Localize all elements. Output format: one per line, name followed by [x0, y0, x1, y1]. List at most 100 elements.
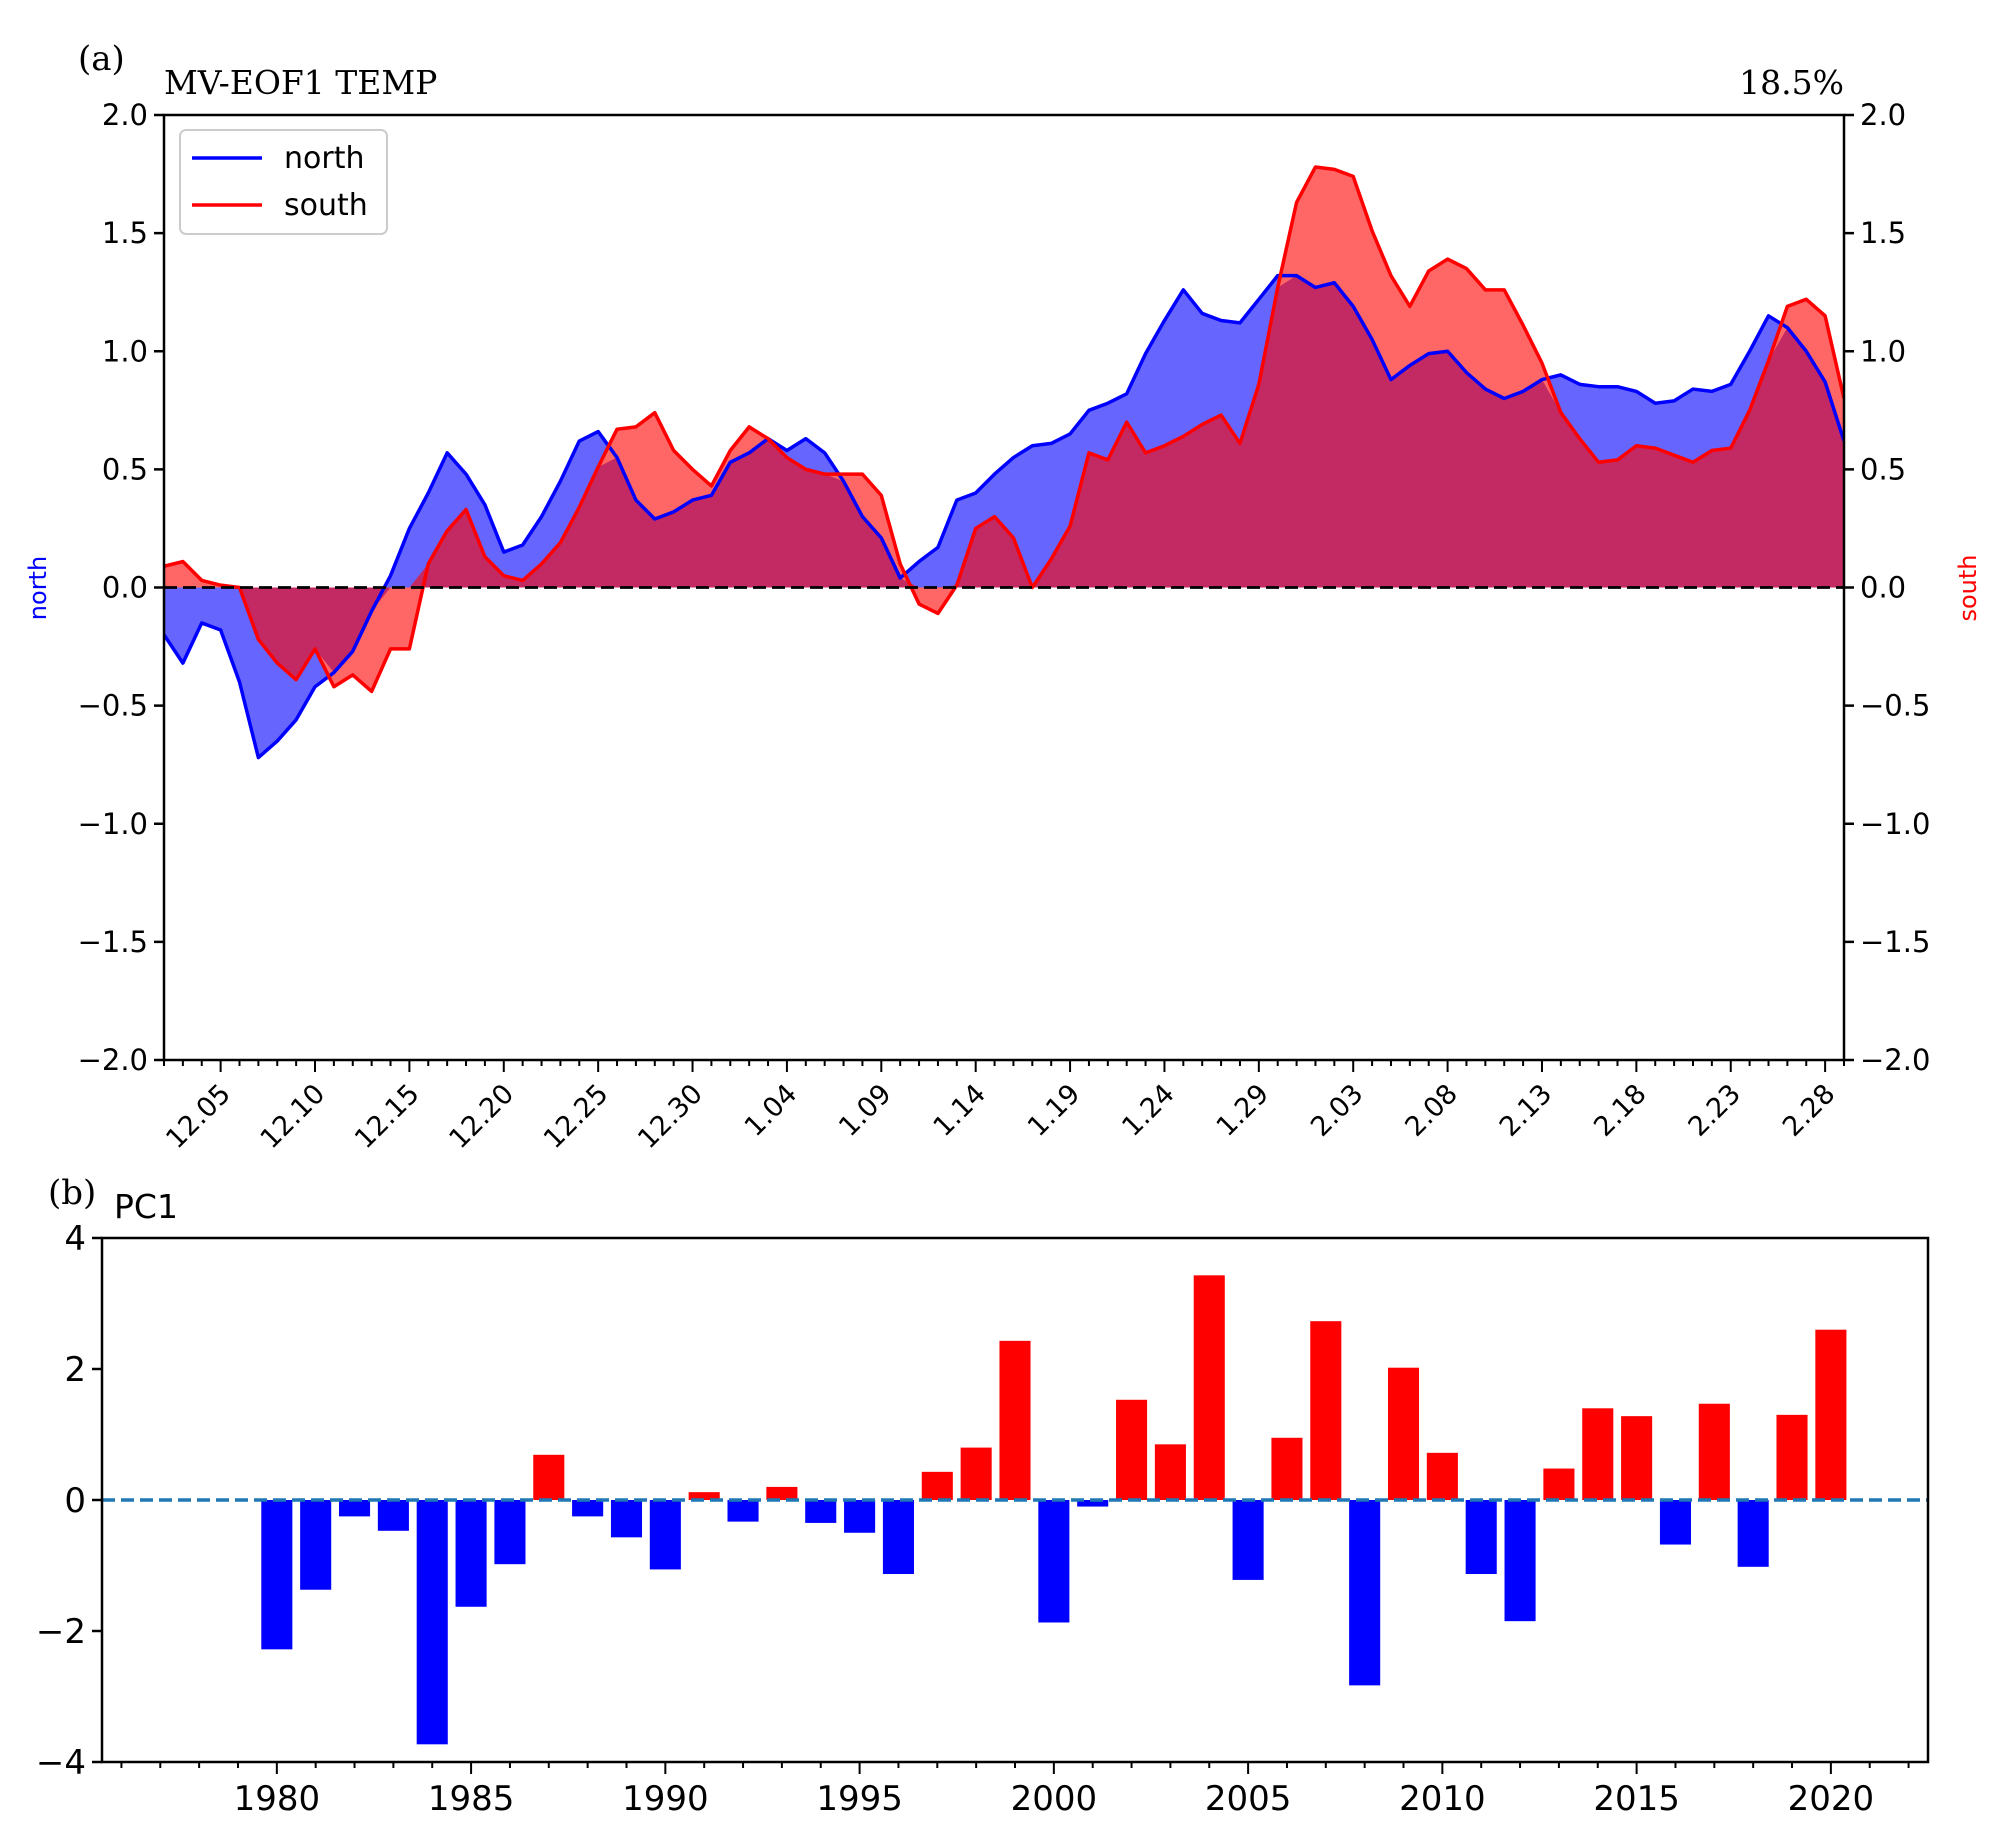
y-tick-label-left: −0.5: [78, 689, 148, 723]
x-tick-label-a: 2.23: [1683, 1078, 1747, 1142]
x-tick-label-b: 2010: [1399, 1779, 1486, 1819]
bar: [1232, 1500, 1264, 1580]
x-tick-label-b: 1985: [428, 1779, 515, 1819]
y-tick-label-left: −1.0: [78, 807, 148, 841]
y-tick-label-left: 1.0: [102, 334, 148, 368]
bar: [1154, 1444, 1186, 1500]
y-tick-label-right: 0.5: [1860, 452, 1906, 486]
x-tick-label-b: 2020: [1788, 1779, 1875, 1819]
bar-layer: [261, 1275, 1847, 1745]
y-tick-label-right: −0.5: [1860, 689, 1930, 723]
y-tick-label-b: 4: [64, 1219, 86, 1259]
x-tick-label-a: 12.05: [160, 1078, 237, 1155]
bar: [1504, 1500, 1536, 1622]
x-tick-label-a: 12.20: [443, 1078, 520, 1155]
bar: [882, 1500, 914, 1575]
x-tick-label-a: 1.09: [833, 1078, 897, 1142]
y-tick-label-b: −2: [36, 1612, 86, 1652]
bar: [649, 1500, 681, 1570]
bar: [338, 1500, 371, 1517]
legend: north south: [179, 129, 388, 235]
legend-south-label: south: [284, 188, 368, 223]
bar: [1737, 1500, 1769, 1567]
bar: [1776, 1414, 1808, 1500]
south-axis-label: south: [1954, 554, 1982, 621]
y-ticks-a: 2.0 2.0 1.5 1.5 1.0 1.0 0.5 0.5 0.0 0.0 −0.5 −0.5 −1…: [78, 98, 1931, 1077]
north-axis-label: north: [24, 556, 52, 620]
bar: [377, 1500, 409, 1531]
x-tick-label-a: 2.13: [1494, 1078, 1558, 1142]
x-tick-label-b: 2005: [1205, 1779, 1292, 1819]
bar: [455, 1500, 487, 1607]
legend-frame: [179, 129, 388, 235]
x-tick-label-a: 2.08: [1399, 1078, 1463, 1142]
bar: [844, 1500, 876, 1533]
x-tick-label-a: 12.15: [349, 1078, 426, 1155]
y-tick-label-left: −2.0: [78, 1043, 148, 1077]
bar: [572, 1500, 604, 1517]
bar: [1193, 1275, 1225, 1500]
y-tick-label-b: 2: [64, 1350, 86, 1390]
bar: [1543, 1468, 1575, 1500]
x-ticks-b: 1980 1985 1990 1995 2000 2005 2010 2015 2020: [120, 1762, 1910, 1819]
panel-b-title: PC1: [114, 1187, 178, 1226]
bar: [1659, 1500, 1692, 1545]
x-tick-label-a: 2.28: [1777, 1078, 1841, 1142]
y-tick-label-left: 0.0: [102, 571, 148, 605]
y-tick-label-left: 2.0: [102, 98, 148, 132]
x-tick-label-a: 2.03: [1305, 1078, 1369, 1142]
bar: [1426, 1452, 1458, 1500]
x-tick-label-b: 1980: [234, 1779, 321, 1819]
bar: [1815, 1329, 1847, 1500]
y-tick-label-b: −4: [36, 1743, 86, 1783]
bar: [1077, 1500, 1109, 1507]
bar: [610, 1500, 643, 1538]
area-layer: [164, 165, 1844, 760]
x-tick-label-a: 2.18: [1588, 1078, 1652, 1142]
x-tick-label-a: 12.30: [632, 1078, 709, 1155]
x-tick-label-b: 1990: [622, 1779, 709, 1819]
bar: [688, 1492, 720, 1500]
x-tick-label-a: 1.19: [1022, 1078, 1086, 1142]
x-tick-label-a: 1.29: [1211, 1078, 1275, 1142]
panel-a: (a) MV-EOF1 TEMP 18.5% 2.0 2.0 1.5 1.5 1.0 1.…: [24, 39, 1982, 1155]
variance-percent: 18.5%: [1739, 63, 1844, 102]
bar: [1349, 1500, 1381, 1686]
bar: [1698, 1403, 1730, 1500]
y-tick-label-right: 0.0: [1860, 571, 1906, 605]
bar: [766, 1486, 798, 1500]
x-tick-label-a: 12.10: [255, 1078, 332, 1155]
x-tick-label-a: 1.04: [739, 1078, 803, 1142]
bar: [1582, 1408, 1614, 1500]
x-tick-label-b: 2015: [1593, 1779, 1680, 1819]
bar: [960, 1447, 992, 1500]
bar: [921, 1471, 953, 1500]
overlap-area: [164, 275, 1844, 680]
x-tick-label-b: 1995: [816, 1779, 903, 1819]
y-tick-label-b: 0: [64, 1481, 86, 1521]
north-line: [164, 273, 1844, 760]
bar: [494, 1500, 526, 1565]
legend-north-label: north: [284, 141, 364, 176]
y-tick-label-right: 1.5: [1860, 216, 1906, 250]
bar: [727, 1500, 759, 1522]
panel-a-title: MV-EOF1 TEMP: [164, 63, 437, 102]
bar: [805, 1500, 837, 1523]
y-tick-label-right: −1.0: [1860, 807, 1930, 841]
bar: [300, 1500, 332, 1590]
y-ticks-b: 4 2 0 −2 −4: [36, 1219, 102, 1783]
panel-b-label: (b): [48, 1173, 96, 1213]
bar: [1387, 1367, 1420, 1500]
x-tick-label-a: 1.14: [928, 1078, 992, 1142]
y-tick-label-left: 0.5: [102, 452, 148, 486]
bar: [1271, 1437, 1303, 1500]
bar: [1038, 1500, 1070, 1623]
bar: [999, 1340, 1031, 1500]
bar: [1621, 1416, 1653, 1500]
y-tick-label-right: 2.0: [1860, 98, 1906, 132]
x-tick-label-a: 1.24: [1116, 1078, 1180, 1142]
bar: [1465, 1500, 1497, 1575]
panel-b: (b) PC1 4 2 0 −2 −4 1980 1985 1990 1995 2000 2005…: [36, 1173, 1930, 1819]
